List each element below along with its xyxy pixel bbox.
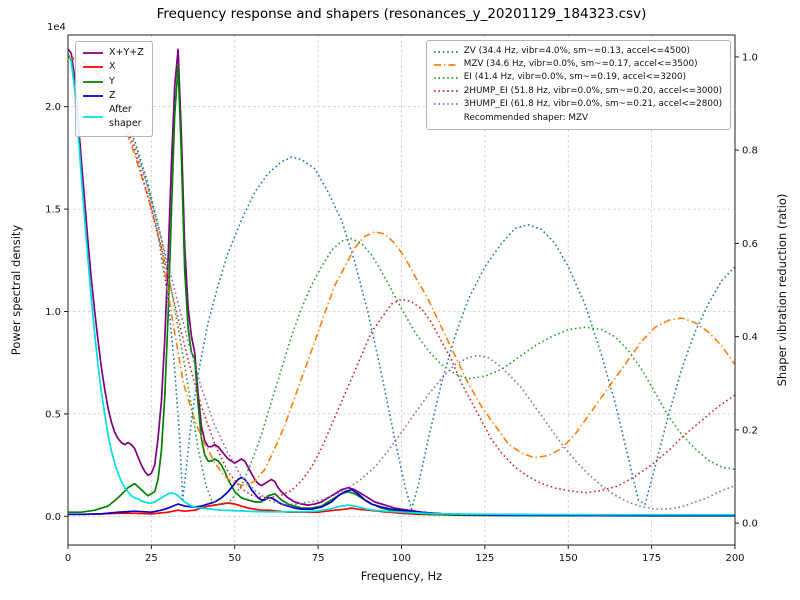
psd-curve-after-shaper — [68, 53, 735, 516]
legend-item-z: Z — [82, 89, 144, 103]
mzv-line-swatch — [433, 63, 458, 66]
x-tick-label: 100 — [392, 553, 411, 564]
zv-line-swatch — [433, 50, 458, 53]
x-tick-label: 200 — [725, 553, 744, 564]
3hump-ei-line-swatch — [433, 103, 458, 106]
legend-item-y: Y — [82, 75, 144, 89]
legend-item-mzv: MZV (34.6 Hz, vibr=0.0%, sm~=0.17, accel… — [433, 58, 722, 71]
shaper-curve-mzv — [68, 56, 735, 487]
legend-label-z: Z — [109, 89, 116, 101]
x-axis-title: Frequency, Hz — [360, 569, 443, 583]
after-shaper-line-swatch — [83, 116, 103, 119]
shaper-curve-3hump_ei — [68, 56, 735, 510]
x-tick-label: 125 — [475, 553, 494, 564]
y-right-tick-label: 0.8 — [742, 146, 758, 157]
xyz-line-swatch — [83, 52, 103, 55]
legend-item-after-shaper: After shaper — [82, 103, 144, 132]
right-axis-title: Shaper vibration reduction (ratio) — [775, 193, 789, 387]
x-tick-label: 75 — [312, 553, 325, 564]
y-left-tick-label: 0.0 — [45, 512, 61, 523]
x-tick-label: 0 — [65, 553, 71, 564]
legend-label-3hump-ei: 3HUMP_EI (61.8 Hz, vibr=0.0%, sm~=0.21, … — [463, 98, 722, 109]
psd-curve-x — [68, 502, 735, 517]
x-tick-label: 25 — [145, 553, 158, 564]
tick-marks — [64, 56, 739, 549]
legend-item-x: X — [82, 60, 144, 74]
psd-curve-x-y-z — [68, 48, 735, 517]
legend-label-zv: ZV (34.4 Hz, vibr=4.0%, sm~=0.13, accel<… — [463, 46, 690, 56]
y-left-tick-label: 0.5 — [45, 409, 61, 420]
psd-curve-z — [68, 476, 735, 517]
legend-label-x: X — [109, 61, 116, 73]
y-right-tick-label: 1.0 — [742, 52, 758, 63]
legend-label-2hump-ei: 2HUMP_EI (51.8 Hz, vibr=0.0%, sm~=0.20, … — [463, 85, 722, 96]
psd-curve-y — [68, 64, 735, 517]
2hump-ei-line-swatch — [433, 90, 458, 93]
legend-label-ei: EI (41.4 Hz, vibr=0.0%, sm~=0.19, accel<… — [463, 72, 687, 83]
y-right-tick-label: 0.0 — [742, 519, 758, 530]
legend-item-xyz: X+Y+Z — [82, 46, 144, 60]
legend-item-3hump-ei: 3HUMP_EI (61.8 Hz, vibr=0.0%, sm~=0.21, … — [433, 98, 722, 111]
shaper-curve-ei — [68, 56, 735, 506]
y-right-tick-label: 0.4 — [742, 332, 758, 343]
y-axis-offset-label: 1e4 — [47, 22, 66, 33]
shapers-legend: ZV (34.4 Hz, vibr=4.0%, sm~=0.13, accel<… — [425, 40, 731, 130]
x-tick-label: 175 — [642, 553, 661, 564]
x-tick-label: 50 — [228, 553, 241, 564]
z-line-swatch — [83, 94, 103, 97]
legend-item-zv: ZV (34.4 Hz, vibr=4.0%, sm~=0.13, accel<… — [433, 45, 722, 58]
recommended-shaper-note: Recommended shaper: MZV — [463, 112, 589, 123]
y-right-tick-label: 0.2 — [742, 425, 758, 436]
legend-item-2hump-ei: 2HUMP_EI (51.8 Hz, vibr=0.0%, sm~=0.20, … — [433, 85, 722, 98]
psd-legend: X+Y+Z X Y Z After shaper — [75, 41, 153, 137]
ei-line-swatch — [433, 77, 458, 79]
y-left-tick-label: 2.0 — [45, 102, 61, 113]
legend-item-ei: EI (41.4 Hz, vibr=0.0%, sm~=0.19, accel<… — [433, 71, 722, 84]
legend-label-after-shaper: After shaper — [109, 104, 142, 130]
x-tick-label: 150 — [559, 553, 578, 564]
shaper-curve-2hump_ei — [68, 56, 735, 499]
y-left-tick-label: 1.5 — [45, 205, 61, 216]
y-right-tick-label: 0.6 — [742, 239, 758, 250]
y-left-tick-label: 1.0 — [45, 307, 61, 318]
series-group — [68, 48, 735, 517]
x-line-swatch — [83, 66, 103, 69]
legend-label-y: Y — [109, 75, 115, 87]
legend-label-xyz: X+Y+Z — [109, 47, 144, 58]
legend-label-mzv: MZV (34.6 Hz, vibr=0.0%, sm~=0.17, accel… — [463, 59, 698, 70]
left-axis-title: Power spectral density — [9, 224, 23, 356]
tick-labels: 0 25 50 75 100 125 150 175 200 0.0 0.5 1.0 1.5 2.0 0.0… — [45, 52, 758, 564]
y-line-swatch — [83, 80, 103, 83]
chart-title: Frequency response and shapers (resonanc… — [156, 6, 647, 22]
